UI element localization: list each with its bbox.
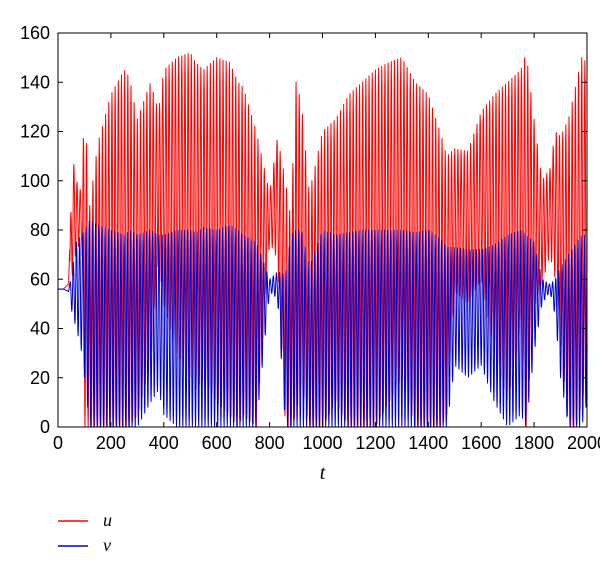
- x-tick-label: 600: [202, 433, 232, 453]
- x-tick-label: 400: [149, 433, 179, 453]
- y-tick-label: 160: [20, 23, 50, 43]
- y-tick-label: 80: [30, 220, 50, 240]
- y-tick-label: 60: [30, 269, 50, 289]
- series-layer: [58, 52, 587, 427]
- series-line-u: [58, 52, 587, 427]
- x-tick-label: 1600: [461, 433, 501, 453]
- x-tick-label: 1400: [408, 433, 448, 453]
- y-tick-label: 120: [20, 122, 50, 142]
- x-tick-label: 1200: [355, 433, 395, 453]
- x-axis-title: t: [320, 462, 326, 484]
- legend: uv: [58, 510, 112, 555]
- y-tick-label: 0: [40, 417, 50, 437]
- x-tick-label: 1000: [302, 433, 342, 453]
- legend-label-v: v: [103, 535, 111, 555]
- y-tick-label: 20: [30, 368, 50, 388]
- legend-label-u: u: [103, 510, 112, 530]
- y-tick-label: 140: [20, 72, 50, 92]
- x-tick-label: 800: [255, 433, 285, 453]
- x-tick-label: 1800: [514, 433, 554, 453]
- x-tick-label: 200: [96, 433, 126, 453]
- x-tick-label: 0: [53, 433, 63, 453]
- y-tick-label: 100: [20, 171, 50, 191]
- y-tick-label: 40: [30, 319, 50, 339]
